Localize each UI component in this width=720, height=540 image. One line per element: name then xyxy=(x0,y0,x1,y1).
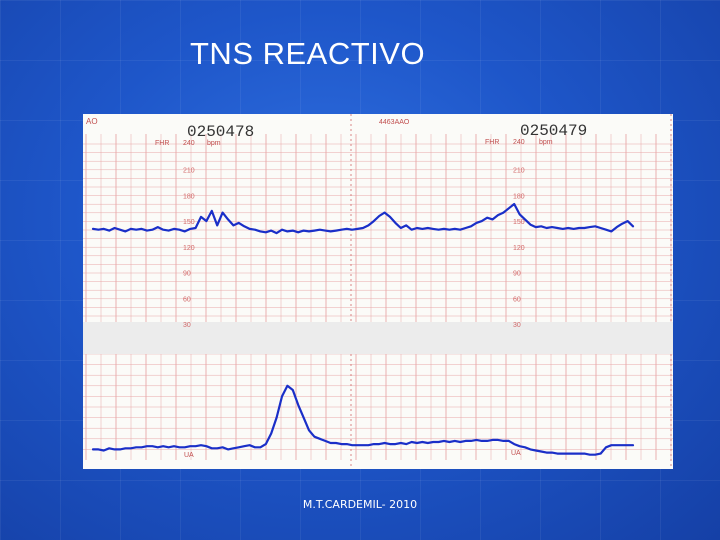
fhr-tick-label: 180 xyxy=(513,193,525,200)
bpm-label-left: bpm xyxy=(207,140,221,147)
grid-layer xyxy=(83,114,673,469)
fhr-label-left: FHR xyxy=(155,140,169,147)
ua-label-left: UA xyxy=(184,452,194,459)
fhr-tick-label: 120 xyxy=(513,245,525,252)
slide-footer: M.T.CARDEMIL- 2010 xyxy=(302,498,418,511)
ua-trace-line xyxy=(91,384,635,456)
fhr-tick-label: 60 xyxy=(183,296,191,303)
fhr-tick-label: 120 xyxy=(183,245,195,252)
fhr-trace-line xyxy=(91,202,635,235)
fhr-tick-label: 210 xyxy=(183,168,195,175)
slide-title: TNS REACTIVO xyxy=(190,36,426,71)
fhr-top-tick-left: 240 xyxy=(183,140,195,147)
header-code: 4463AAO xyxy=(379,119,410,126)
fhr-tick-label: 90 xyxy=(183,271,191,278)
fhr-tick-label: 180 xyxy=(183,193,195,200)
fhr-tick-label: 30 xyxy=(183,322,191,329)
fhr-tick-label: 30 xyxy=(513,322,521,329)
bpm-label-right: bpm xyxy=(539,139,553,146)
fhr-tick-label: 150 xyxy=(513,219,525,226)
ctg-chart: AO 0250478 4463AAO 0250479 FHR 240 bpm F… xyxy=(83,114,673,469)
ctg-strip: AO 0250478 4463AAO 0250479 FHR 240 bpm F… xyxy=(83,114,673,469)
trace-layer xyxy=(91,202,635,456)
fhr-label-right: FHR xyxy=(485,139,499,146)
fhr-tick-label: 60 xyxy=(513,296,521,303)
strip-gap xyxy=(83,322,673,354)
ua-label-right: UA xyxy=(511,450,521,457)
left-prefix: AO xyxy=(86,117,98,126)
fhr-tick-label: 90 xyxy=(513,271,521,278)
fhr-top-tick-right: 240 xyxy=(513,139,525,146)
fhr-tick-label: 210 xyxy=(513,168,525,175)
fhr-tick-label: 150 xyxy=(183,219,195,226)
strip-id-right: 0250479 xyxy=(520,122,587,140)
strip-id-left: 0250478 xyxy=(187,123,254,141)
fhr-tick-labels: 210 210 180 180 150 150 120 120 90 90 60 60 30 30 xyxy=(183,168,525,329)
